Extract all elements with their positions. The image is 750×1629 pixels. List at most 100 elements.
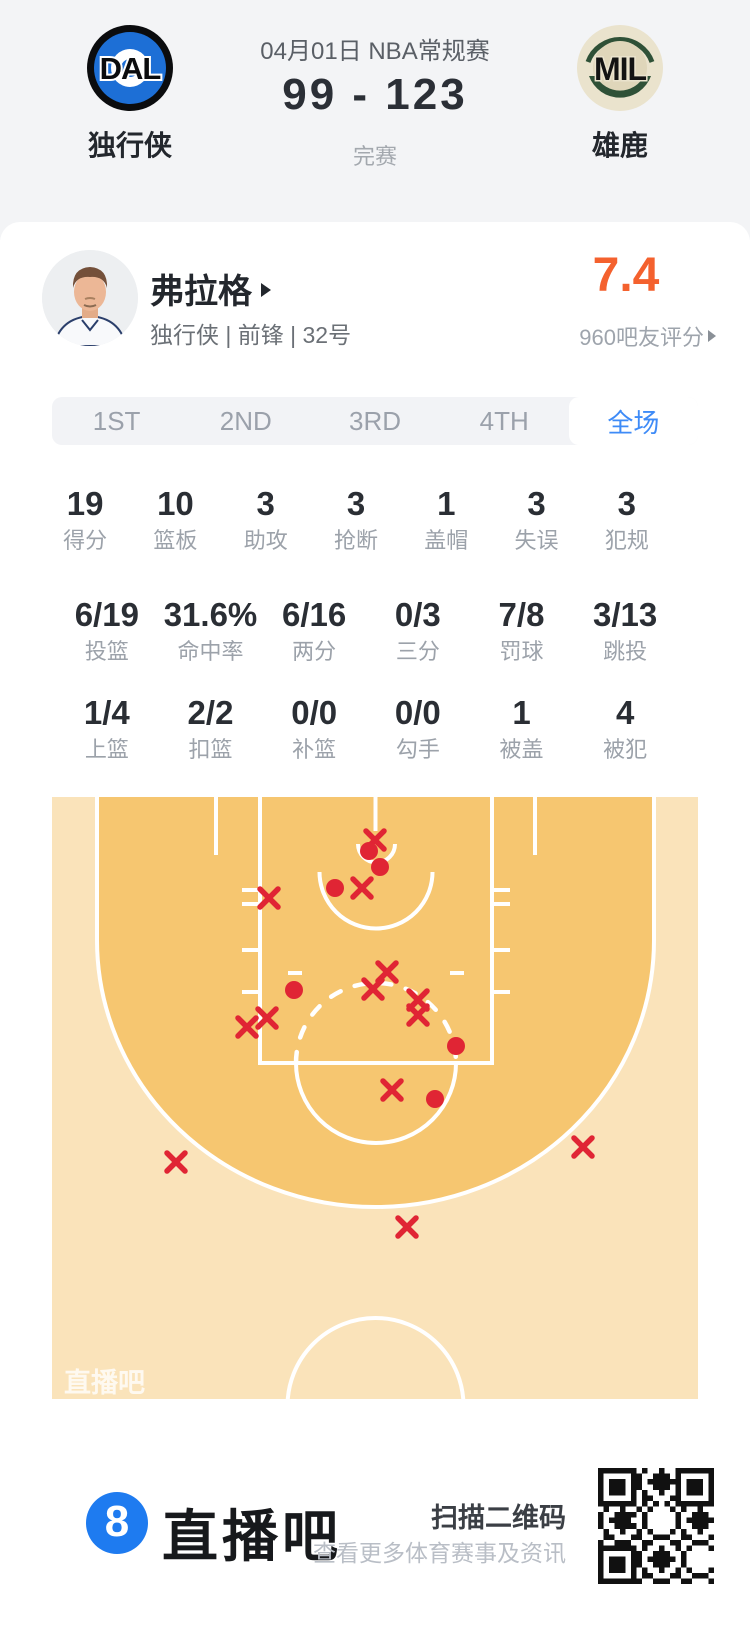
dal-team-logo-icon: DAL [87, 25, 173, 111]
stat-篮板: 10 篮板 [130, 483, 220, 554]
stat-value: 6/16 [282, 596, 347, 633]
stat-助攻: 3 助攻 [221, 483, 311, 554]
shot-missed-marker [235, 1015, 259, 1039]
footer-brand: 直播吧 [162, 1505, 342, 1568]
stats-row-1: 6/19 投篮 31.6% 命中率 6/16 两分 0/3 三分 7/8 罚球 3/13 跳投 [55, 594, 677, 665]
court-watermark: 直播吧 [64, 1368, 145, 1398]
team-home-name: 独行侠 [87, 130, 172, 161]
stat-扣篮: 2/2 扣篮 [159, 692, 263, 763]
stat-犯规: 3 犯规 [582, 483, 672, 554]
stat-跳投: 3/13 跳投 [573, 594, 677, 665]
stat-value: 3 [617, 485, 637, 522]
shot-missed-marker [361, 977, 385, 1001]
stat-value: 3 [346, 485, 366, 522]
three-point-line [95, 793, 656, 1209]
team-away[interactable]: MIL 雄鹿 [552, 24, 688, 164]
stat-抢断: 3 抢断 [311, 483, 401, 554]
rating-caption-text: 960吧友评分 [579, 325, 704, 350]
match-score: 99 - 123 [282, 70, 468, 119]
stat-value: 1 [512, 694, 531, 731]
stat-label: 罚球 [499, 639, 544, 664]
center-circle [285, 1316, 466, 1399]
stat-label: 补篮 [292, 737, 337, 762]
tab-3RD[interactable]: 3RD [349, 405, 402, 436]
stat-label: 扣篮 [188, 737, 233, 762]
free-throw-circle-solid [294, 1062, 458, 1145]
stat-value: 7/8 [498, 596, 545, 633]
shot-missed-marker [395, 1215, 419, 1239]
tab-2ND[interactable]: 2ND [219, 405, 272, 436]
qr-code [598, 1468, 714, 1584]
stat-label: 命中率 [177, 639, 244, 664]
shot-missed-marker [350, 876, 374, 900]
team-home[interactable]: DAL 独行侠 [62, 24, 198, 164]
stat-label: 助攻 [243, 528, 288, 553]
shot-missed-marker [257, 886, 281, 910]
scan-qr-title: 扫描二维码 [431, 1503, 566, 1533]
stat-label: 抢断 [333, 528, 378, 553]
shot-missed-marker [380, 1078, 404, 1102]
shot-made-marker [371, 858, 389, 876]
stat-label: 两分 [292, 639, 337, 664]
stat-盖帽: 1 盖帽 [401, 483, 491, 554]
stat-label: 三分 [395, 639, 440, 664]
stat-value: 10 [157, 485, 194, 522]
stats-row-2: 1/4 上篮 2/2 扣篮 0/0 补篮 0/0 勾手 1 被盖 4 被犯 [55, 692, 677, 763]
shot-missed-marker [406, 1003, 430, 1027]
stat-label: 被盖 [499, 737, 544, 762]
shot-missed-marker [255, 1006, 279, 1030]
dal-abbr-text: DAL [100, 51, 161, 86]
stat-命中率: 31.6% 命中率 [159, 594, 263, 665]
tab-4TH[interactable]: 4TH [479, 405, 529, 436]
stat-label: 失误 [514, 528, 559, 553]
player-name: 弗拉格 [150, 273, 252, 311]
stat-label: 勾手 [395, 737, 440, 762]
shot-marks [164, 828, 595, 1239]
stat-被盖: 1 被盖 [470, 692, 574, 763]
zhibo8-logo-icon: 8 [86, 1492, 148, 1554]
stats-row-0: 19 得分 10 篮板 3 助攻 3 抢断 1 盖帽 3 失误 3 犯规 [40, 483, 672, 554]
stat-value: 4 [615, 694, 635, 731]
stat-三分: 0/3 三分 [366, 594, 470, 665]
team-away-name: 雄鹿 [591, 130, 648, 161]
tab-1ST[interactable]: 1ST [92, 405, 141, 436]
stat-value: 3 [527, 485, 546, 522]
free-throw-circle-dashed [293, 980, 459, 1066]
shot-made-marker [326, 879, 344, 897]
shot-made-marker [426, 1090, 444, 1108]
shot-missed-marker [571, 1135, 595, 1159]
chevron-right-icon [708, 330, 716, 342]
match-date-title: 04月01日 NBA常规赛 [260, 38, 490, 65]
shot-made-marker [360, 842, 378, 860]
mil-team-logo-icon: MIL [577, 25, 663, 111]
stat-两分: 6/16 两分 [262, 594, 366, 665]
player-name-row[interactable]: 弗拉格 [150, 264, 271, 313]
shot-made-marker [447, 1037, 465, 1055]
stat-value: 19 [66, 485, 104, 522]
quarter-tabbar: 1ST 2ND 3RD 4TH 全场 [52, 397, 699, 445]
stat-投篮: 6/19 投篮 [55, 594, 159, 665]
chevron-right-icon [261, 283, 271, 297]
stat-label: 被犯 [603, 737, 648, 762]
stat-value: 3 [256, 485, 275, 522]
stat-value: 1/4 [83, 694, 130, 731]
stat-上篮: 1/4 上篮 [55, 692, 159, 763]
mil-abbr-text: MIL [594, 51, 647, 87]
player-rating-box[interactable]: 7.4 960吧友评分 [536, 250, 716, 352]
tab-全场[interactable]: 全场 [568, 397, 699, 445]
stat-value: 2/2 [187, 694, 234, 731]
stat-label: 上篮 [84, 737, 129, 762]
player-avatar-image [42, 250, 138, 346]
stat-value: 0/3 [394, 596, 441, 633]
stat-value: 3/13 [593, 596, 658, 633]
stat-label: 篮板 [153, 528, 198, 553]
stat-label: 盖帽 [424, 528, 469, 553]
restricted-area-arc [317, 871, 435, 931]
stat-得分: 19 得分 [40, 483, 130, 554]
player-avatar [42, 250, 138, 346]
stat-value: 0/0 [394, 694, 441, 731]
stat-label: 跳投 [603, 639, 648, 664]
stat-value: 0/0 [291, 694, 338, 731]
court-lines [52, 793, 698, 1399]
stat-罚球: 7/8 罚球 [470, 594, 574, 665]
